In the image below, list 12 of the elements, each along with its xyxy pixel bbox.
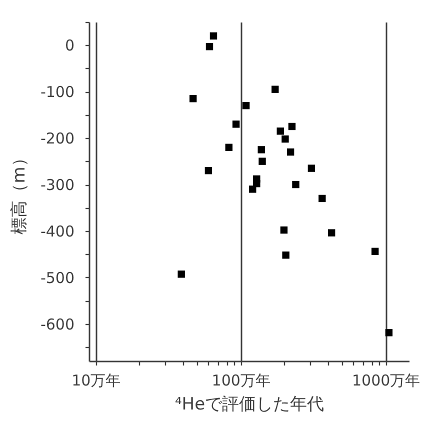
y-tick-label: -600 xyxy=(40,315,74,334)
x-tick-label: 10万年 xyxy=(72,372,121,390)
x-tick-label: 1000万年 xyxy=(352,372,420,390)
y-tick-label: -500 xyxy=(40,268,74,287)
y-axis-title: 標高（m） xyxy=(9,150,30,234)
x-axis-title: ⁴Heで評価した年代 xyxy=(174,394,324,414)
y-tick-label: -400 xyxy=(40,222,74,240)
y-tick-label: -300 xyxy=(40,176,74,194)
y-tick-label: 0 xyxy=(64,36,74,55)
x-tick-label: 100万年 xyxy=(212,372,270,390)
y-tick-label: -100 xyxy=(40,83,74,102)
y-tick-label: -200 xyxy=(40,130,74,148)
